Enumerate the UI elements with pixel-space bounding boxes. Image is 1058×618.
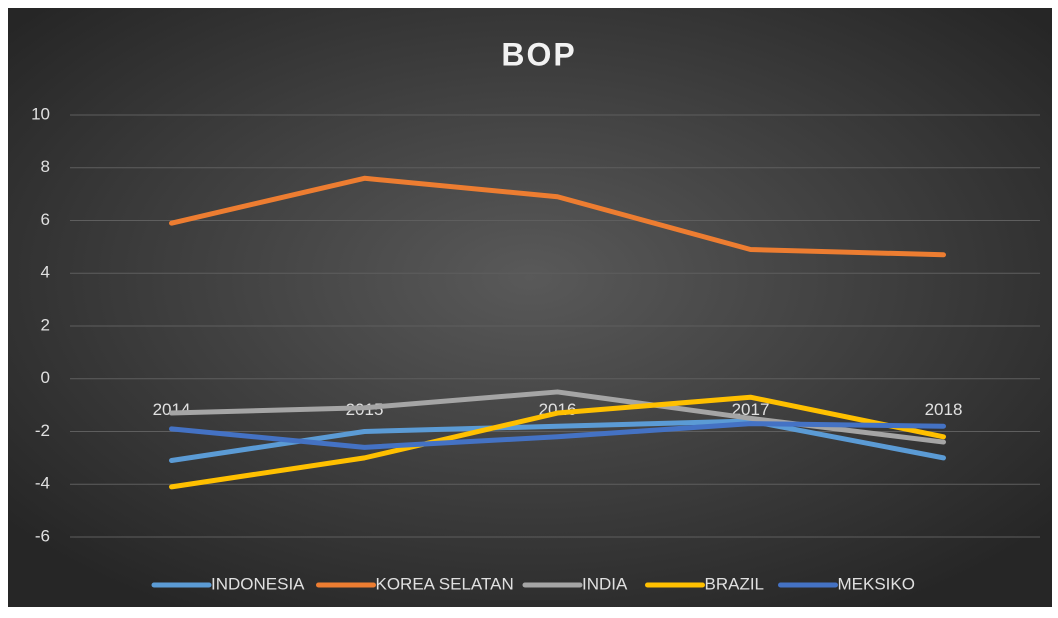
y-tick-label: 2 bbox=[41, 315, 50, 334]
y-tick-label: -4 bbox=[35, 474, 50, 493]
legend-label: INDIA bbox=[582, 574, 628, 593]
series-line bbox=[169, 175, 946, 258]
legend-label: MEKSIKO bbox=[838, 574, 915, 593]
y-tick-label: 4 bbox=[41, 263, 50, 282]
y-tick-label: -6 bbox=[35, 526, 50, 545]
legend-label: BRAZIL bbox=[705, 574, 765, 593]
legend-label: KOREA SELATAN bbox=[376, 574, 514, 593]
y-tick-label: -2 bbox=[35, 421, 50, 440]
legend-label: INDONESIA bbox=[211, 574, 305, 593]
y-tick-label: 10 bbox=[31, 104, 50, 123]
x-tick-label: 2014 bbox=[153, 400, 191, 419]
series-line bbox=[169, 421, 946, 450]
chart-title: BOP bbox=[501, 36, 576, 72]
series-line bbox=[169, 394, 946, 490]
y-tick-label: 8 bbox=[41, 157, 50, 176]
x-tick-label: 2017 bbox=[732, 400, 770, 419]
x-tick-label: 2018 bbox=[925, 400, 963, 419]
chart-background bbox=[8, 8, 1052, 607]
y-tick-label: 0 bbox=[41, 368, 50, 387]
y-tick-label: 6 bbox=[41, 210, 50, 229]
